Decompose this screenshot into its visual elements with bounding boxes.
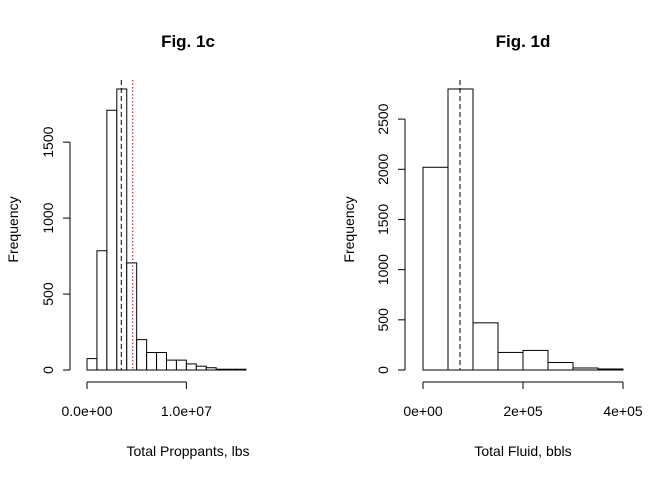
y-tick-label: 500 xyxy=(375,308,391,332)
histogram-bar xyxy=(86,358,98,371)
y-tick-label: 500 xyxy=(40,282,56,306)
histogram-bar xyxy=(195,365,207,371)
histogram-bar xyxy=(146,352,158,371)
y-tick-label: 0 xyxy=(40,366,56,374)
histogram-bar xyxy=(166,359,177,371)
histogram-bar xyxy=(422,166,449,371)
histogram-bar xyxy=(472,322,499,371)
histogram-bar xyxy=(106,109,118,371)
y-axis-label: Frequency xyxy=(5,196,21,262)
x-tick-label: 4e+05 xyxy=(603,403,643,419)
histogram-bar xyxy=(497,351,524,371)
y-tick-label: 2500 xyxy=(375,103,391,134)
histogram-bar xyxy=(205,367,217,371)
histogram-bar xyxy=(96,250,108,371)
histogram-fig-1c: 0.0e+00 1.0e+07 0 500 1000 1500 Fig. 1c Total P… xyxy=(5,32,249,459)
chart-title: Fig. 1c xyxy=(161,32,215,51)
x-tick-label: 0.0e+00 xyxy=(62,403,113,419)
y-tick-label: 1000 xyxy=(40,202,56,233)
x-tick-label: 1.0e+07 xyxy=(161,403,212,419)
histogram-bar xyxy=(126,262,138,371)
x-tick-label: 0e+00 xyxy=(403,403,443,419)
y-tick-label: 1500 xyxy=(375,204,391,235)
x-axis-label: Total Fluid, bbls xyxy=(474,443,571,459)
histogram-bar xyxy=(136,339,148,371)
histogram-bar xyxy=(572,367,599,371)
histogram-bar xyxy=(175,359,187,371)
histogram-bar xyxy=(597,368,624,371)
histogram-bar xyxy=(225,368,237,371)
x-axis-label: Total Proppants, lbs xyxy=(127,443,250,459)
y-tick-label: 2000 xyxy=(375,154,391,185)
histogram-bar xyxy=(235,368,247,371)
x-tick-label: 2e+05 xyxy=(503,403,543,419)
histogram-bar xyxy=(547,361,574,371)
y-tick-label: 1500 xyxy=(40,126,56,157)
histogram-bar xyxy=(185,363,197,371)
y-tick-label: 0 xyxy=(375,366,391,374)
y-axis-label: Frequency xyxy=(341,196,357,262)
histogram-fig-1d: 0e+00 2e+05 4e+05 0 500 1000 1500 2000 2500 Fig. … xyxy=(341,32,643,459)
histogram-bar xyxy=(522,349,549,371)
chart-title: Fig. 1d xyxy=(496,32,551,51)
histogram-bar xyxy=(156,352,167,371)
y-tick-label: 1000 xyxy=(375,254,391,285)
histogram-bar xyxy=(215,368,227,371)
